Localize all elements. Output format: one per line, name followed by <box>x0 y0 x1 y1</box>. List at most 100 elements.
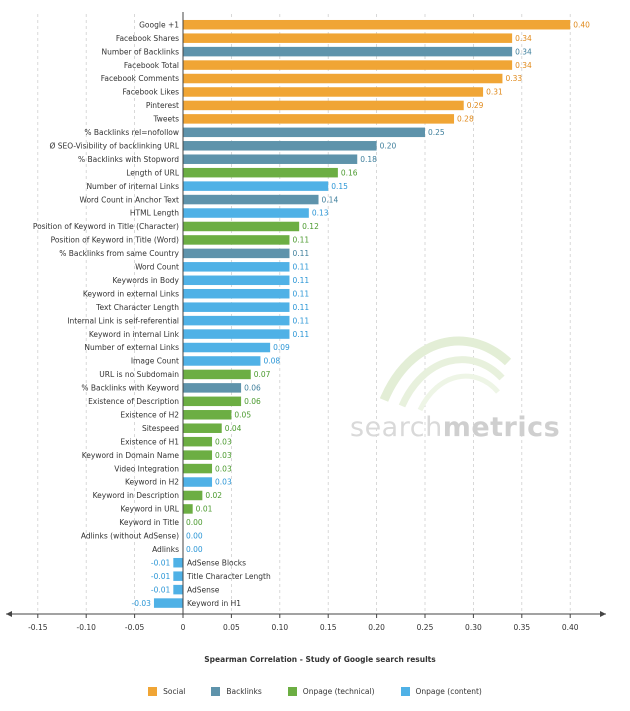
category-label: Length of URL <box>126 168 180 177</box>
data-label: 0.00 <box>186 532 203 541</box>
bar <box>183 315 290 326</box>
axis-arrow-left-icon <box>6 611 12 617</box>
category-label: Keyword in URL <box>120 505 179 514</box>
bar <box>183 504 193 514</box>
data-label: 0.01 <box>196 505 213 514</box>
data-label: -0.01 <box>151 572 171 581</box>
data-label: 0.06 <box>244 384 261 393</box>
bar <box>183 235 290 245</box>
bar <box>153 598 183 608</box>
category-label: % Backlinks from same Country <box>59 249 179 258</box>
category-label: Pinterest <box>146 101 179 110</box>
chart-bars <box>153 19 571 608</box>
category-label: % Backlinks rel=nofollow <box>84 128 179 137</box>
category-label: Ø SEO-Visibility of backlinking URL <box>49 141 179 150</box>
value-labels: 0.40 0.34 0.34 0.34 0.330.310.29 0.28 0.25 0.20… <box>132 20 591 607</box>
tick-label: 0.25 <box>417 623 434 632</box>
legend-label: Onpage (technical) <box>302 687 375 696</box>
watermark-logo-icon <box>380 336 512 412</box>
bar <box>183 288 290 299</box>
category-label: Google +1 <box>139 20 179 29</box>
bar <box>183 369 251 380</box>
tick-label: 0.20 <box>368 623 385 632</box>
data-label: 0.03 <box>215 437 232 446</box>
data-label: 0.34 <box>515 61 532 70</box>
bar <box>183 383 242 393</box>
data-label: 0.16 <box>341 168 358 177</box>
bar <box>183 167 338 178</box>
bar <box>183 208 309 218</box>
data-label: 0.11 <box>292 316 309 325</box>
data-label: 0.11 <box>292 330 309 339</box>
data-label: 0.11 <box>292 289 309 298</box>
bar <box>183 463 213 474</box>
category-label: Sitespeed <box>142 424 179 433</box>
data-label: 0.34 <box>515 47 532 56</box>
data-label: 0.14 <box>322 195 339 204</box>
category-label: Tweets <box>152 115 179 124</box>
bar <box>183 262 290 272</box>
data-label: 0.11 <box>292 263 309 272</box>
data-label: 0.31 <box>486 88 503 97</box>
data-label: 0.20 <box>380 141 397 150</box>
tick-label: 0.10 <box>271 623 288 632</box>
bar <box>183 181 329 191</box>
tick-label: -0.10 <box>76 623 96 632</box>
category-label: Word Count <box>135 263 179 272</box>
data-label: 0.11 <box>292 276 309 285</box>
data-label: 0.05 <box>234 410 251 419</box>
category-label: AdSense Blocks <box>187 558 246 567</box>
legend-label: Onpage (content) <box>415 687 482 696</box>
data-label: 0.28 <box>457 115 474 124</box>
category-label: Title Character Length <box>186 572 271 581</box>
legend-item: Backlinks <box>211 687 262 696</box>
category-label: Keyword in Title <box>119 518 179 527</box>
legend-swatch <box>400 687 410 696</box>
tick-label: 0.30 <box>465 623 482 632</box>
bar <box>183 221 300 232</box>
data-label: -0.03 <box>132 599 152 608</box>
category-label: Facebook Likes <box>123 88 180 97</box>
bar <box>183 19 571 30</box>
bar <box>183 329 290 339</box>
category-label: Keyword in internal Link <box>89 330 180 339</box>
tick-label: -0.05 <box>125 623 145 632</box>
category-label: Facebook Comments <box>101 74 179 83</box>
data-label: 0.33 <box>505 74 522 83</box>
category-label: URL is no Subdomain <box>99 370 179 379</box>
category-label: Image Count <box>131 357 179 366</box>
category-label: Video Integration <box>114 464 179 473</box>
data-label: 0.00 <box>186 545 203 554</box>
category-label: Keyword in Description <box>93 491 180 500</box>
bar <box>183 60 513 70</box>
category-label: Text Character Length <box>95 303 179 312</box>
bar <box>183 33 513 43</box>
bar <box>183 450 213 460</box>
category-label: % Backlinks with Stopword <box>78 155 179 164</box>
data-label: 0.02 <box>205 491 222 500</box>
bar <box>183 356 261 366</box>
bar <box>183 154 358 164</box>
legend-item: Onpage (technical) <box>287 687 375 696</box>
bar <box>183 114 455 124</box>
tick-label: 0.35 <box>513 623 530 632</box>
data-label: 0.09 <box>273 343 290 352</box>
tick-label: 0.40 <box>562 623 579 632</box>
data-label: 0.11 <box>292 303 309 312</box>
legend-label: Social <box>163 687 186 696</box>
category-label: Keyword in external Links <box>83 289 179 298</box>
category-label: AdSense <box>187 585 220 594</box>
bar <box>183 490 203 501</box>
data-label: 0.08 <box>263 357 280 366</box>
category-label: Internal Link is self-referential <box>67 316 179 325</box>
category-label: Number of internal Links <box>86 182 179 191</box>
category-label: Facebook Total <box>124 61 179 70</box>
data-label: 0.40 <box>573 20 590 29</box>
category-label: Existence of Description <box>88 397 179 406</box>
bar <box>183 46 513 57</box>
category-label: Position of Keyword in Title (Character) <box>33 222 179 231</box>
chart-legend: Social Backlinks Onpage (technical) Onpage … <box>0 687 630 696</box>
tick-label: 0 <box>181 623 186 632</box>
bar <box>173 557 183 568</box>
